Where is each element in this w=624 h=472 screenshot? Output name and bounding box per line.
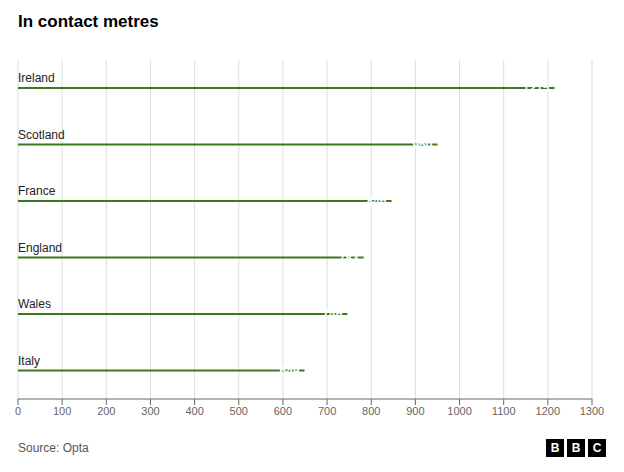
html-text:In contact metres: In contact metres [18, 12, 159, 31]
svg-text:1100: 1100 [492, 405, 516, 417]
svg-text:Ireland: Ireland [18, 71, 55, 85]
svg-text:700: 700 [318, 405, 336, 417]
svg-text:Italy: Italy [18, 354, 40, 368]
svg-text:1000: 1000 [447, 405, 471, 417]
svg-text:783: 783 [339, 251, 359, 265]
html-text:B: B [550, 441, 560, 455]
svg-text:1300: 1300 [580, 405, 604, 417]
html-text:B: B [571, 441, 581, 455]
svg-text:649: 649 [280, 364, 300, 378]
svg-text:950: 950 [412, 138, 432, 152]
svg-text:846: 846 [367, 194, 387, 208]
svg-text:200: 200 [97, 405, 115, 417]
svg-text:Wales: Wales [18, 297, 51, 311]
html-text:C: C [592, 441, 602, 455]
svg-text:300: 300 [141, 405, 159, 417]
svg-text:Scotland: Scotland [18, 128, 65, 142]
svg-text:France: France [18, 184, 56, 198]
svg-text:100: 100 [53, 405, 71, 417]
svg-text:600: 600 [274, 405, 292, 417]
svg-text:900: 900 [406, 405, 424, 417]
svg-text:400: 400 [185, 405, 203, 417]
svg-text:746: 746 [322, 307, 342, 321]
svg-text:1200: 1200 [536, 405, 560, 417]
svg-text:500: 500 [230, 405, 248, 417]
html-text:Source: Opta: Source: Opta [18, 441, 89, 455]
svg-text:1215: 1215 [523, 81, 550, 95]
svg-text:800: 800 [362, 405, 380, 417]
svg-text:0: 0 [15, 405, 21, 417]
svg-text:England: England [18, 241, 62, 255]
